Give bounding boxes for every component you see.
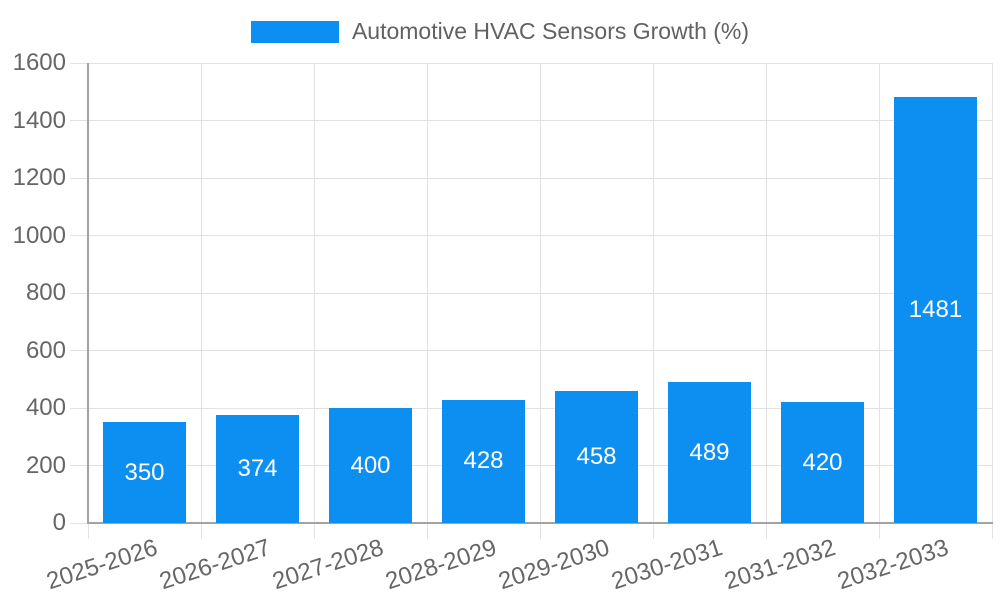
legend-label: Automotive HVAC Sensors Growth (%): [351, 18, 750, 44]
bar-value-label: 420: [802, 448, 843, 476]
y-tick-label: 0: [52, 509, 66, 536]
bar[interactable]: [781, 402, 864, 523]
gridline-vertical: [652, 63, 654, 539]
y-tick-label: 1200: [12, 164, 66, 191]
bar[interactable]: [555, 391, 638, 523]
y-tick-label: 1400: [12, 106, 66, 134]
gridline-vertical: [313, 63, 315, 539]
x-tick-label: 2025-2026: [43, 534, 161, 596]
gridline-horizontal: [70, 62, 992, 64]
gridline-horizontal: [70, 120, 992, 121]
y-tick-label: 400: [25, 394, 66, 421]
y-tick-label: 1600: [12, 49, 66, 76]
gridline-vertical: [991, 63, 993, 539]
gridline-horizontal: [70, 235, 992, 236]
x-tick-label: 2029-2030: [495, 534, 613, 596]
x-tick-label: 2028-2029: [382, 534, 500, 596]
bar-value-label: 428: [463, 447, 504, 475]
y-tick-label: 200: [25, 451, 66, 479]
bar-value-label: 350: [124, 458, 165, 486]
gridline-horizontal: [70, 177, 992, 179]
bar[interactable]: [103, 422, 186, 523]
legend-swatch-icon: [250, 20, 339, 43]
gridline-horizontal: [70, 350, 992, 351]
bar-value-label: 400: [350, 451, 391, 479]
x-axis-line: [87, 522, 993, 524]
bar[interactable]: [894, 97, 977, 523]
x-tick-label: 2032-2033: [834, 534, 952, 596]
y-axis-line: [87, 63, 89, 523]
gridline-horizontal: [70, 292, 992, 294]
x-tick-label: 2027-2028: [269, 534, 387, 596]
y-tick-label: 600: [25, 336, 66, 364]
gridline-horizontal: [70, 465, 992, 466]
x-tick-label: 2030-2031: [608, 534, 726, 596]
gridline-vertical: [539, 63, 541, 539]
y-tick-label: 800: [25, 279, 66, 306]
x-tick-label: 2026-2027: [156, 534, 274, 596]
gridline-horizontal: [70, 407, 992, 409]
bar-value-label: 458: [576, 443, 617, 471]
bar[interactable]: [668, 382, 751, 523]
gridline-vertical: [200, 63, 202, 539]
bar[interactable]: [216, 415, 299, 523]
legend-item[interactable]: Automotive HVAC Sensors Growth (%): [250, 18, 750, 45]
bar[interactable]: [329, 408, 412, 523]
bar-value-label: 1481: [908, 296, 963, 324]
bar[interactable]: [442, 399, 525, 523]
y-tick-label: 1000: [12, 221, 66, 249]
x-tick-label: 2031-2032: [721, 534, 839, 596]
legend: Automotive HVAC Sensors Growth (%): [0, 18, 1000, 45]
gridline-vertical: [878, 63, 880, 539]
bar-value-label: 489: [689, 438, 730, 466]
gridline-vertical: [426, 63, 428, 539]
bar-value-label: 374: [237, 455, 278, 483]
gridline-vertical: [765, 63, 767, 539]
